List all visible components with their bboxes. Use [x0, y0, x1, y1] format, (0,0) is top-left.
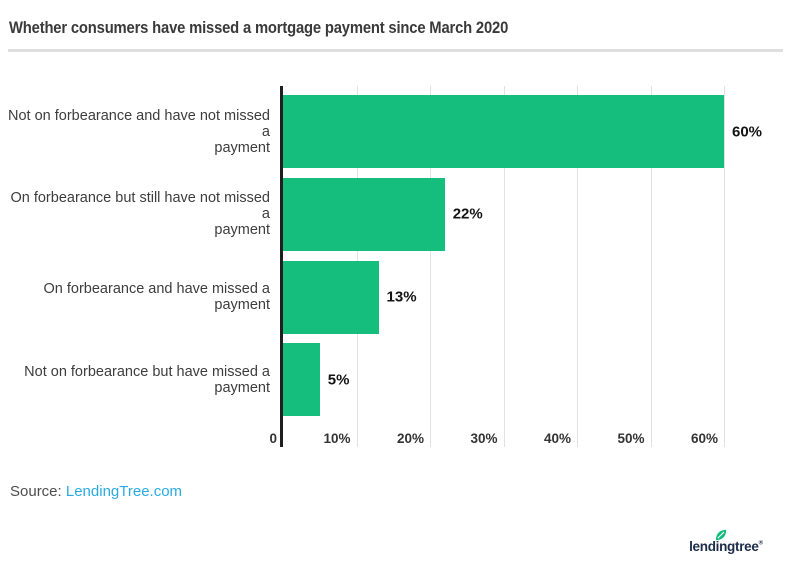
gridline [577, 86, 578, 447]
category-label: On forbearance but still have not missed… [10, 190, 270, 239]
gridline [724, 86, 725, 447]
source-link[interactable]: LendingTree.com [65, 483, 183, 500]
x-tick-label: 60% [690, 431, 718, 446]
logo-text: lendingtree [689, 539, 759, 554]
leaf-icon [715, 529, 727, 541]
bar [283, 343, 320, 417]
category-label: Not on forbearance and have not missed a… [8, 107, 270, 156]
bar-value-label: 22% [452, 205, 483, 223]
bar [283, 95, 724, 168]
category-label: On forbearance and have missed a payment [43, 281, 271, 314]
gridline [503, 86, 505, 447]
bar-value-label: 60% [732, 123, 763, 140]
category-labels: Not on forbearance and have not missed a… [0, 86, 270, 447]
source-label: Source: [10, 483, 62, 500]
x-tick-label: 40% [543, 431, 571, 446]
lendingtree-logo: lendingtree® [689, 529, 763, 556]
plot-area: 60% 22% 13% 5% [280, 86, 768, 447]
category-label: Not on forbearance but have missed a pay… [24, 363, 270, 396]
bar [283, 260, 379, 334]
x-tick-label: 0 [269, 431, 277, 446]
source-line: Source: LendingTree.com [10, 483, 182, 500]
bar-value-label: 13% [386, 288, 417, 306]
bar-chart: Not on forbearance and have not missed a… [0, 86, 791, 447]
x-tick-label: 10% [323, 431, 351, 446]
x-tick-label: 50% [617, 431, 645, 446]
x-tick-label: 30% [470, 431, 498, 446]
gridline [430, 86, 431, 447]
chart-title: Whether consumers have missed a mortgage… [9, 18, 509, 37]
gridline [650, 86, 652, 447]
bar [283, 177, 445, 251]
title-divider [8, 49, 783, 52]
bar-value-label: 5% [327, 371, 350, 389]
x-tick-label: 20% [396, 431, 424, 446]
registered-mark: ® [758, 540, 763, 547]
